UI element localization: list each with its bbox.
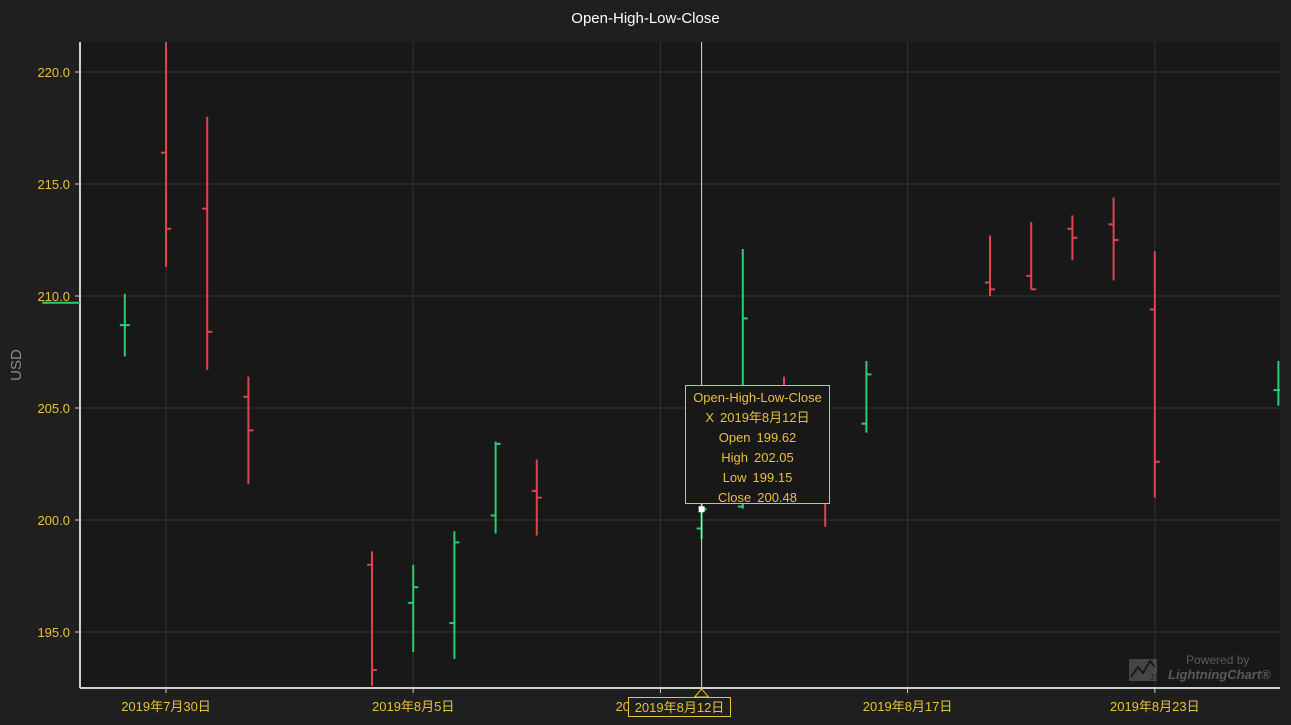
tooltip-x-value: 2019年8月12日 bbox=[720, 410, 810, 425]
ohlc-bar bbox=[119, 293, 130, 357]
y-tick-label: 215.0 bbox=[37, 177, 70, 192]
lightningchart-logo-icon: JS bbox=[1129, 659, 1159, 682]
y-axis-title: USD bbox=[8, 349, 25, 381]
tooltip-title: Open-High-Low-Close bbox=[693, 390, 822, 405]
lightningchart-watermark[interactable]: JS Powered by LightningChart® bbox=[1128, 651, 1278, 687]
ohlc-bar bbox=[490, 441, 501, 534]
cursor-point bbox=[698, 506, 705, 513]
watermark-brand-name: LightningChart bbox=[1168, 667, 1262, 682]
ohlc-bar bbox=[367, 551, 377, 686]
grid-lines bbox=[80, 42, 1280, 688]
watermark-registered-mark: ® bbox=[1261, 667, 1271, 682]
tooltip-low-value: 199.15 bbox=[752, 470, 793, 485]
y-tick-label: 200.0 bbox=[37, 513, 70, 528]
ohlc-bar bbox=[861, 360, 872, 433]
tooltip-open-value: 199.62 bbox=[756, 430, 797, 445]
y-tick-label: 195.0 bbox=[37, 625, 70, 640]
ohlc-bar bbox=[1273, 360, 1280, 406]
ohlc-bar bbox=[1149, 251, 1160, 498]
x-tick-label: 2019年8月23日 bbox=[1110, 699, 1200, 714]
watermark-brand: LightningChart® bbox=[1168, 667, 1271, 682]
ohlc-bar bbox=[202, 116, 213, 370]
tooltip-close-row: Close 200.48 bbox=[686, 488, 829, 508]
tooltip-close-label: Close bbox=[717, 490, 752, 505]
chart-title: Open-High-Low-Close bbox=[571, 10, 720, 27]
cursor-x-axis-label: 2019年8月12日 bbox=[628, 697, 731, 717]
ohlc-bar bbox=[1026, 222, 1037, 291]
tooltip-x-label: X bbox=[705, 410, 715, 425]
ohlc-bar bbox=[449, 531, 460, 659]
tooltip-high-value: 202.05 bbox=[753, 450, 794, 465]
watermark-powered-by: Powered by bbox=[1186, 653, 1250, 667]
tooltip-open-label: Open bbox=[718, 430, 751, 445]
tooltip-x-row: X 2019年8月12日 bbox=[686, 408, 829, 428]
tooltip-high-label: High bbox=[721, 450, 748, 465]
cursor-x-pointer bbox=[693, 688, 710, 698]
logo-tag: JS bbox=[1150, 673, 1159, 682]
x-tick-label: 2019年8月5日 bbox=[372, 699, 454, 714]
ohlc-bar bbox=[408, 564, 419, 653]
plot-area[interactable] bbox=[80, 42, 1280, 688]
ohlc-bar bbox=[161, 42, 171, 267]
y-tick-label: 210.0 bbox=[37, 289, 70, 304]
tooltip-low-label: Low bbox=[722, 470, 747, 485]
ohlc-bar bbox=[243, 376, 254, 485]
x-tick-label: 2019年8月17日 bbox=[863, 699, 953, 714]
tooltip-high-row: High 202.05 bbox=[686, 448, 829, 468]
ohlc-bar bbox=[1067, 215, 1078, 261]
y-tick-label: 220.0 bbox=[37, 65, 70, 80]
ohlc-bar bbox=[1108, 197, 1119, 281]
y-tick-label: 205.0 bbox=[37, 401, 70, 416]
cursor-tooltip: Open-High-Low-Close X 2019年8月12日 Open 199.… bbox=[685, 385, 830, 505]
ohlc-bar bbox=[531, 459, 542, 536]
axes bbox=[79, 42, 1280, 689]
x-tick-label: 2019年7月30日 bbox=[121, 699, 211, 714]
ohlc-bar bbox=[985, 235, 995, 296]
tooltip-low-row: Low 199.15 bbox=[686, 468, 829, 488]
tooltip-open-row: Open 199.62 bbox=[686, 428, 829, 448]
tooltip-close-value: 200.48 bbox=[757, 490, 797, 505]
